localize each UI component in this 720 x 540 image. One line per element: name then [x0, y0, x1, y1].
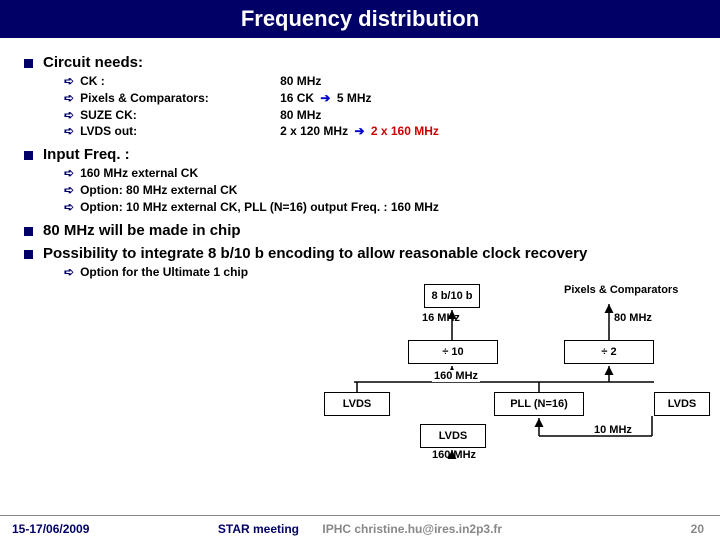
item-value: 2 x 120 MHz ➔ 2 x 160 MHz [280, 123, 696, 140]
text-80mhz: 80 MHz will be made in chip [43, 222, 241, 239]
value-post: 2 x 160 MHz [368, 124, 439, 138]
arrow-icon: ➔ [320, 91, 330, 105]
content-area: Circuit needs: ➪ CK : 80 MHz ➪ Pixels & … [0, 38, 720, 459]
label-160mhz-b: 160 MHz [432, 449, 476, 461]
value-post: 5 MHz [333, 91, 371, 105]
item-value: 16 CK ➔ 5 MHz [280, 90, 696, 107]
bullet-80mhz: 80 MHz will be made in chip [24, 222, 696, 239]
footer-date: 15-17/06/2009 [12, 522, 89, 536]
box-lvds2: LVDS [420, 424, 486, 448]
item-value: 80 MHz [280, 107, 696, 124]
sub-bullet-icon: ➪ [64, 90, 74, 107]
heading-input-freq: Input Freq. : [43, 146, 130, 163]
footer-meeting: STAR meeting [218, 522, 299, 536]
circuit-needs-list: ➪ CK : 80 MHz ➪ Pixels & Comparators: 16… [64, 73, 696, 140]
label-pixels-comparators: Pixels & Comparators [564, 284, 704, 296]
footer-center: STAR meeting IPHC christine.hu@ires.in2p… [218, 522, 502, 536]
list-item: ➪ Pixels & Comparators: 16 CK ➔ 5 MHz [64, 90, 696, 107]
label-160mhz-a: 160 MHz [432, 370, 480, 382]
square-bullet-icon [24, 151, 33, 160]
page-title: Frequency distribution [241, 6, 479, 31]
value-pre: 16 CK [280, 91, 317, 105]
item-value: 80 MHz [280, 73, 696, 90]
list-item: ➪ CK : 80 MHz [64, 73, 696, 90]
box-encoder: 8 b/10 b [424, 284, 480, 308]
sub-bullet-icon: ➪ [64, 264, 74, 281]
item-label: SUZE CK: [80, 107, 280, 124]
sub-bullet-icon: ➪ [64, 182, 74, 199]
item-text: Option for the Ultimate 1 chip [80, 264, 248, 281]
box-div2: ÷ 2 [564, 340, 654, 364]
label-10mhz: 10 MHz [594, 424, 632, 436]
bullet-input-freq: Input Freq. : [24, 146, 696, 163]
sub-bullet-icon: ➪ [64, 123, 74, 140]
title-bar: Frequency distribution [0, 0, 720, 38]
sub-bullet-icon: ➪ [64, 199, 74, 216]
heading-circuit-needs: Circuit needs: [43, 54, 143, 71]
list-item: ➪ SUZE CK: 80 MHz [64, 107, 696, 124]
list-item: ➪ LVDS out: 2 x 120 MHz ➔ 2 x 160 MHz [64, 123, 696, 140]
square-bullet-icon [24, 250, 33, 259]
sub-bullet-icon: ➪ [64, 165, 74, 182]
item-text: Option: 10 MHz external CK, PLL (N=16) o… [80, 199, 439, 216]
list-item: ➪ Option for the Ultimate 1 chip [64, 264, 696, 281]
input-freq-list: ➪ 160 MHz external CK ➪ Option: 80 MHz e… [64, 165, 696, 215]
sub-bullet-icon: ➪ [64, 73, 74, 90]
item-text: 160 MHz external CK [80, 165, 198, 182]
label-80mhz: 80 MHz [614, 312, 652, 324]
text-encoding: Possibility to integrate 8 b/10 b encodi… [43, 245, 587, 262]
label-16mhz: 16 MHz [422, 312, 460, 324]
arrow-icon: ➔ [354, 124, 364, 138]
encoding-sublist: ➪ Option for the Ultimate 1 chip [64, 264, 696, 281]
footer-iphc: IPHC christine.hu@ires.in2p3.fr [322, 522, 502, 536]
bullet-circuit-needs: Circuit needs: [24, 54, 696, 71]
square-bullet-icon [24, 59, 33, 68]
item-label: Pixels & Comparators: [80, 90, 280, 107]
box-pll: PLL (N=16) [494, 392, 584, 416]
square-bullet-icon [24, 227, 33, 236]
list-item: ➪ Option: 80 MHz external CK [64, 182, 696, 199]
footer-page-number: 20 [691, 522, 704, 536]
item-text: Option: 80 MHz external CK [80, 182, 237, 199]
box-lvds1: LVDS [324, 392, 390, 416]
box-lvds3: LVDS [654, 392, 710, 416]
list-item: ➪ 160 MHz external CK [64, 165, 696, 182]
clock-diagram: 8 b/10 b Pixels & Comparators ÷ 10 ÷ 2 L… [24, 284, 696, 459]
box-div10: ÷ 10 [408, 340, 498, 364]
value-pre: 2 x 120 MHz [280, 124, 351, 138]
list-item: ➪ Option: 10 MHz external CK, PLL (N=16)… [64, 199, 696, 216]
bullet-encoding: Possibility to integrate 8 b/10 b encodi… [24, 245, 696, 262]
item-label: LVDS out: [80, 123, 280, 140]
footer: 15-17/06/2009 STAR meeting IPHC christin… [0, 515, 720, 540]
sub-bullet-icon: ➪ [64, 107, 74, 124]
item-label: CK : [80, 73, 280, 90]
